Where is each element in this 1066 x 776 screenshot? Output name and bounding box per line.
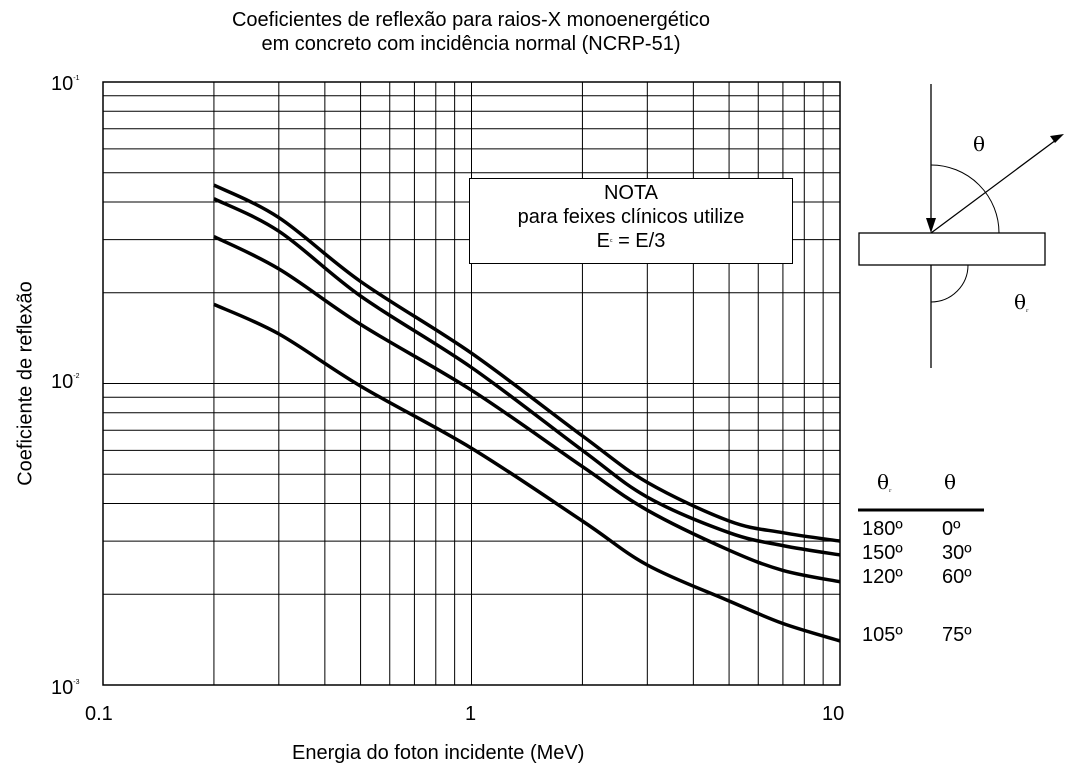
series-group [213, 183, 841, 643]
table-header-theta-r: θr [877, 470, 892, 494]
grid [103, 82, 840, 685]
x-tick-label-10: 10 [822, 703, 845, 725]
y-tick-label-mid: 10-2 [51, 371, 80, 393]
table-theta-r-120: 120º [862, 566, 903, 588]
table-theta-30: 30º [942, 542, 972, 564]
plot-frame [102, 81, 841, 686]
table-theta-r-150: 150º [862, 542, 903, 564]
series-line-1 [213, 197, 841, 557]
theta-r-label: θr [1014, 290, 1029, 314]
table-theta-r-180: 180º [862, 518, 903, 540]
theta-r-arc [930, 264, 969, 303]
note-formula: Ec = E/3 [596, 230, 666, 252]
table-theta-r-105: 105º [862, 624, 903, 646]
series-line-3 [213, 302, 841, 643]
x-tick-label-0-1: 0.1 [85, 703, 113, 725]
note-box: NOTA para feixes clínicos utilize Ec = E… [469, 178, 793, 264]
theta-label: θ [973, 132, 986, 156]
table-header-theta: θ [944, 470, 957, 494]
table-theta-75: 75º [942, 624, 972, 646]
y-tick-label-bottom: 10-3 [51, 677, 80, 699]
reflected-arrowhead [1050, 134, 1064, 143]
reflected-ray [930, 136, 1061, 234]
table-theta-60: 60º [942, 566, 972, 588]
series-line-0 [213, 183, 841, 543]
chart-title: Coeficientes de reflexão para raios-X mo… [231, 9, 711, 31]
note-text: para feixes clínicos utilize [517, 206, 745, 228]
table-theta-0: 0º [942, 518, 961, 540]
incident-arrowhead [926, 218, 936, 233]
theta-arc [930, 164, 1000, 234]
x-tick-label-1: 1 [465, 703, 477, 725]
incidence-diagram [858, 84, 1064, 368]
x-axis-label: Energia do foton incidente (MeV) [292, 742, 585, 764]
y-axis-label: Coeficiente de reflexão [14, 281, 37, 486]
chart-subtitle: em concreto com incidência normal (NCRP-… [261, 33, 681, 55]
note-title: NOTA [603, 182, 659, 204]
series-line-2 [213, 235, 841, 584]
y-tick-label-top: 10-1 [51, 73, 80, 95]
concrete-slab [858, 232, 1046, 266]
